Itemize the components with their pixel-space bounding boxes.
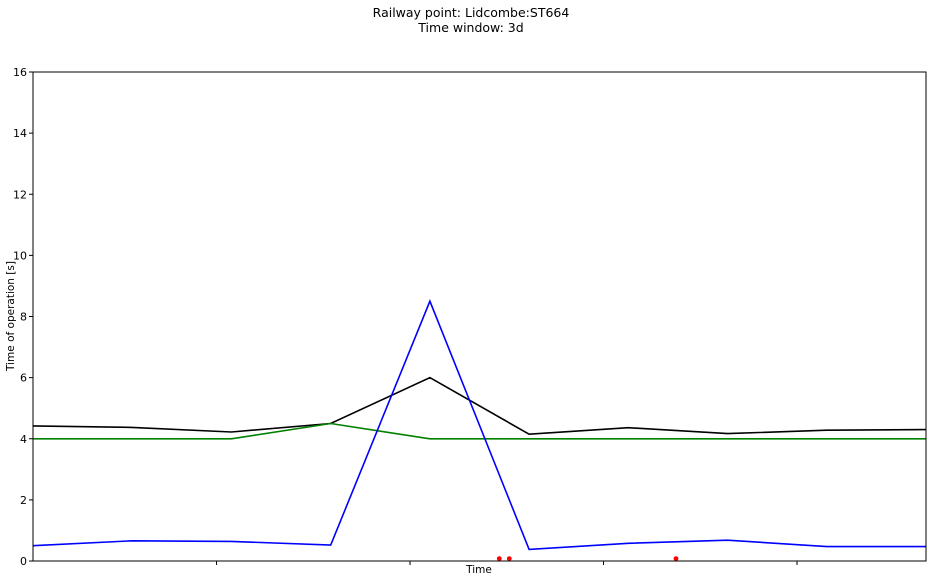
scatter-point-3: [673, 556, 679, 561]
scatter-point-2: [506, 556, 512, 561]
y-tick-label: 10: [13, 249, 27, 262]
y-tick-label: 6: [20, 372, 27, 385]
y-tick-label: 0: [20, 555, 27, 568]
series-line-1: [32, 376, 927, 436]
x-axis-label: Time: [465, 564, 492, 576]
y-axis-label: Time of operation [s]: [5, 261, 17, 372]
series-line-2: [33, 422, 926, 440]
y-tick-label: 2: [20, 494, 27, 507]
y-axis: 0 2 4 6 8 10 12 14 16: [13, 66, 33, 568]
scatter-point-1: [496, 556, 502, 561]
x-axis: [216, 561, 798, 565]
y-tick-label: 8: [20, 311, 27, 324]
y-tick-label: 14: [13, 127, 27, 140]
plot-area: [32, 299, 927, 561]
y-tick-label: 16: [13, 66, 27, 79]
y-tick-label: 12: [13, 188, 27, 201]
y-tick-label: 4: [20, 433, 27, 446]
chart-title-line-2: Time window: 3d: [417, 20, 523, 35]
plot-frame: [32, 71, 927, 562]
series-line-3: [32, 299, 926, 551]
chart-title-line-1: Railway point: Lidcombe:ST664: [373, 5, 570, 20]
